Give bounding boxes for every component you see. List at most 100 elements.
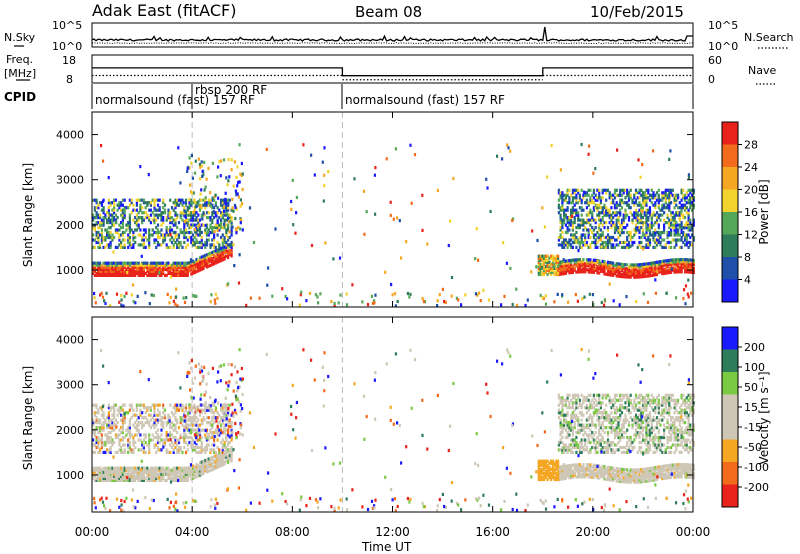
velocity-cell [125, 478, 128, 482]
velocity-cell [582, 467, 585, 471]
power-cell [577, 238, 580, 242]
velocity-cell [176, 472, 179, 476]
velocity-cell [111, 426, 114, 430]
y-tick-label: 4000 [56, 129, 84, 142]
velocity-cell [162, 472, 165, 476]
power-cell [183, 214, 186, 218]
power-cell [106, 243, 109, 247]
power-cell [646, 300, 650, 304]
velocity-cell [195, 421, 198, 425]
power-cell [678, 268, 681, 272]
power-cell [652, 149, 655, 153]
velocity-cell [227, 403, 230, 407]
velocity-cell [205, 408, 209, 412]
power-cell [692, 191, 695, 195]
velocity-cell [191, 468, 195, 472]
power-cell [170, 271, 174, 275]
velocity-cell [177, 474, 181, 478]
nsearch-series [92, 42, 694, 45]
power-cell [409, 143, 412, 147]
power-cell [120, 269, 123, 273]
power-cell [643, 198, 646, 202]
velocity-cell [224, 402, 227, 406]
power-cell [568, 265, 571, 269]
power-cell [537, 262, 540, 266]
power-cell [664, 263, 667, 267]
power-cell [485, 177, 488, 181]
power-cell [202, 223, 205, 227]
velocity-cell [183, 431, 186, 435]
velocity-cell [186, 413, 189, 417]
power-cell [104, 273, 107, 277]
power-cell [209, 243, 212, 247]
power-cell [116, 230, 119, 235]
power-cell [209, 263, 212, 267]
velocity-cell [212, 415, 215, 419]
power-cell [608, 265, 611, 269]
power-cell [220, 255, 223, 259]
power-cell [666, 271, 669, 275]
power-cell [524, 303, 527, 308]
velocity-cell [566, 398, 569, 402]
power-cell [589, 260, 592, 264]
power-cell [617, 274, 620, 278]
power-cell [93, 245, 96, 249]
power-cell [477, 258, 480, 262]
power-cell [530, 270, 533, 274]
power-cell [190, 203, 193, 207]
velocity-cell [153, 472, 156, 476]
power-cell [670, 270, 673, 274]
power-cell [95, 213, 98, 217]
power-cell [647, 196, 650, 200]
power-cell [167, 216, 170, 220]
power-cell [113, 203, 116, 207]
velocity-cell [205, 460, 209, 464]
power-cell [689, 191, 692, 195]
power-cell [675, 243, 678, 247]
velocity-cell [169, 435, 172, 440]
velocity-cell [214, 406, 218, 410]
power-cell [95, 233, 98, 237]
power-cell [207, 198, 210, 202]
power-cell [580, 208, 583, 212]
power-cell [240, 161, 243, 166]
power-cell [654, 238, 657, 242]
velocity-cell [183, 468, 186, 472]
power-cell [128, 221, 131, 225]
velocity-cell [216, 453, 219, 457]
power-cell [612, 299, 615, 303]
power-cell [193, 235, 196, 240]
velocity-cell [160, 423, 163, 427]
power-cell [645, 196, 648, 200]
power-cell [612, 201, 615, 205]
power-cell [153, 213, 156, 217]
power-cell [684, 238, 687, 242]
velocity-cell [200, 466, 203, 470]
power-cell [668, 198, 671, 202]
power-cell [594, 238, 597, 242]
power-cell [181, 230, 184, 235]
power-cell [557, 266, 560, 270]
power-cell [149, 263, 152, 267]
power-cell [165, 243, 168, 247]
power-cell [675, 193, 678, 197]
power-cell [139, 271, 142, 275]
power-cell [594, 240, 597, 245]
velocity-cell [142, 450, 145, 454]
power-cell [582, 233, 585, 237]
power-cell [148, 302, 151, 306]
power-cell [223, 235, 226, 240]
velocity-cell [100, 476, 103, 480]
power-cell [634, 211, 638, 215]
power-cell [559, 191, 562, 195]
power-cell [142, 263, 145, 267]
velocity-cell [144, 450, 147, 454]
power-cell [209, 218, 212, 222]
velocity-cell [195, 450, 198, 454]
power-cell [664, 201, 667, 205]
power-cell [589, 198, 592, 202]
power-cell [580, 218, 583, 222]
power-cell [561, 270, 564, 274]
power-cell [633, 203, 636, 207]
power-cell [624, 208, 627, 212]
